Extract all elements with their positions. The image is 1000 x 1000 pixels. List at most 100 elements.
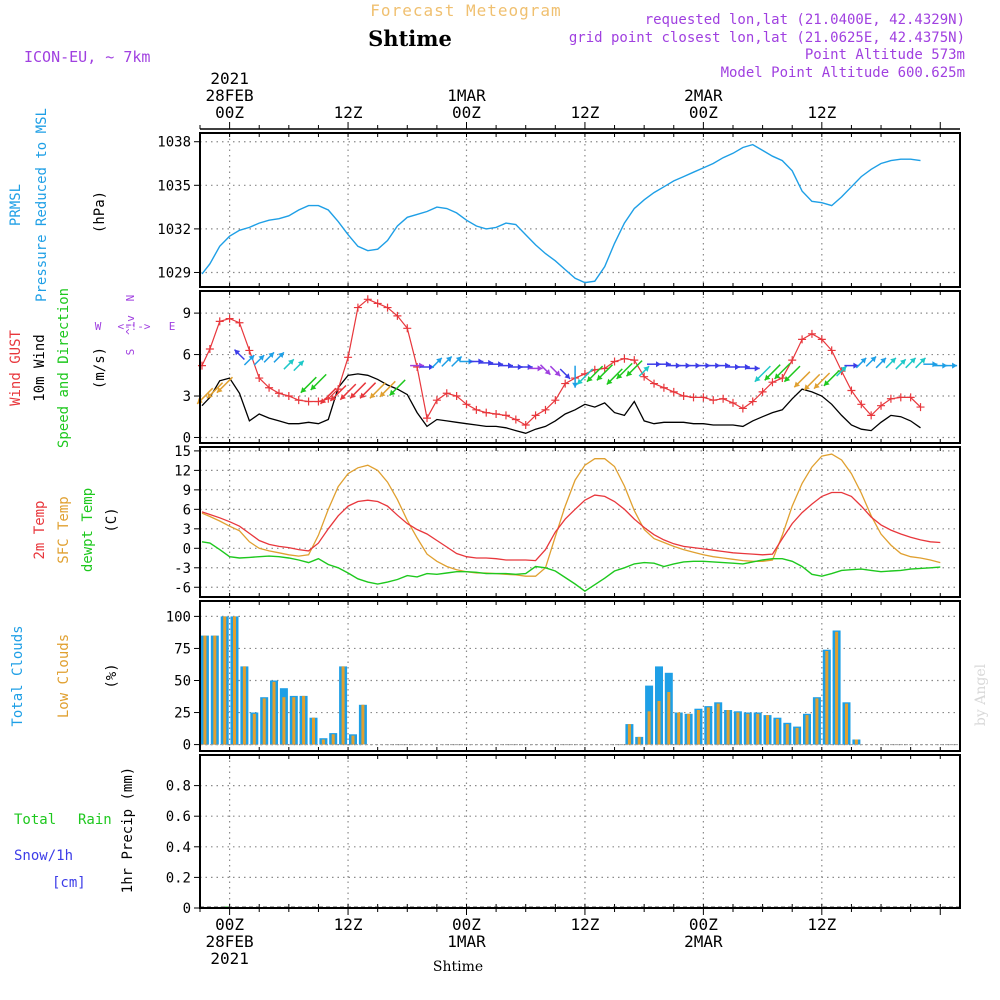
meteogram-title: Forecast Meteogram [370, 1, 561, 20]
wind-arrow-head [764, 374, 771, 381]
wind-arrow [875, 357, 887, 369]
temperature-ytick-label: 3 [183, 522, 191, 538]
wind-arrow [329, 384, 347, 402]
pressure-ytick-label: 1038 [157, 135, 191, 151]
wind-arrow [300, 376, 317, 394]
wind-arrow-head [754, 376, 761, 382]
gust-marker [699, 393, 708, 402]
gust-marker [225, 314, 234, 323]
gust-marker [344, 353, 353, 362]
wind-arrow [572, 365, 579, 388]
wind-arrow-head [300, 387, 307, 393]
gust-marker [650, 379, 659, 388]
gust-marker [462, 400, 471, 409]
low-cloud-bar [351, 735, 355, 745]
chart-panels: 10291032103510380369-6-30369121502550751… [157, 132, 961, 917]
low-cloud-bar [756, 713, 760, 745]
low-cloud-bar [736, 712, 740, 745]
gust-marker [452, 392, 461, 401]
wind-arrow [283, 358, 295, 370]
pressure-ytick-label: 1032 [157, 222, 191, 238]
wind-arrow [895, 358, 907, 370]
wind-arrow-head [340, 394, 346, 400]
low-cloud-bar [223, 616, 227, 745]
wind-arrow [441, 355, 453, 367]
low-cloud-bar [272, 681, 276, 745]
temperature-ytick-label: 12 [174, 463, 191, 479]
wind-label-gust: Wind GUST [8, 330, 24, 406]
top-axis-label: 12Z [334, 103, 363, 122]
wind-arrow [616, 362, 633, 380]
pressure-ylabels: PRMSL Pressure Reduced to MSL (hPa) [8, 108, 108, 302]
temperature-frame [199, 446, 961, 598]
gust-marker [205, 345, 214, 354]
gust-marker [896, 393, 905, 402]
gust-marker [827, 346, 836, 355]
wind-arrow-head [544, 369, 551, 375]
wind-arrow-head [248, 355, 255, 361]
gust-marker [373, 299, 382, 308]
wind-arrow-head [774, 373, 781, 379]
low-cloud-bar [647, 711, 651, 745]
wind-arrow-head [298, 360, 304, 367]
precip-ytick-label: 0.8 [166, 779, 191, 795]
wind-arrow-head [258, 355, 265, 361]
clouds-ylabels: Total Clouds Low Clouds (%) [10, 625, 120, 726]
bottom-axis-label: 2MAR [684, 932, 723, 951]
wind-gust-line [201, 298, 921, 426]
low-cloud-bar [746, 713, 750, 745]
low-cloud-bar [815, 698, 819, 745]
compass-s: S [124, 349, 137, 356]
gust-marker [521, 421, 530, 430]
pressure-label-prmsl: PRMSL [8, 184, 24, 226]
wind-arrow [855, 357, 867, 369]
gust-marker [363, 295, 372, 304]
precip-frame [199, 754, 961, 909]
pressure-frame [199, 132, 961, 288]
low-cloud-bar [331, 734, 335, 745]
wind-arrow-head [587, 376, 593, 382]
pressure-line [201, 143, 921, 284]
low-cloud-bar [825, 651, 829, 745]
bottom-axis-label: 2021 [210, 949, 249, 968]
gust-marker [423, 414, 432, 423]
temp-2m-line [201, 491, 941, 562]
wind-arrow-head [804, 384, 810, 390]
wind-arrow-head [880, 357, 886, 364]
gust-marker [817, 335, 826, 344]
wind-arrow-head [369, 392, 376, 399]
low-cloud-bar [321, 739, 325, 745]
wind-ytick-label: 9 [183, 306, 191, 322]
gust-marker [561, 379, 570, 388]
top-axis-label: 28FEB [206, 86, 254, 105]
gust-marker [600, 364, 609, 373]
temperature-ylabels: 2m Temp SFC Temp dewpt Temp (C) [32, 488, 120, 572]
gust-marker [620, 354, 629, 363]
low-cloud-bar [657, 701, 661, 745]
wind-arrow [823, 369, 841, 387]
wind-arrow [389, 379, 406, 397]
clouds-frame [199, 600, 961, 752]
gust-marker [472, 405, 481, 414]
wind-arrow [754, 365, 771, 383]
precip-ytick-label: 0.2 [166, 870, 191, 886]
gust-marker [442, 389, 451, 398]
wind-arrow [243, 354, 255, 366]
wind-arrow [586, 365, 604, 383]
bottom-axis-label: 1MAR [447, 932, 486, 951]
wind-arrow-head [379, 391, 386, 397]
wind-arrow-head [860, 357, 867, 364]
wind-ytick-label: 0 [183, 430, 191, 446]
wind-arrow-head [288, 359, 294, 365]
wind-arrow [293, 360, 305, 372]
wind-arrow [528, 365, 543, 372]
wind-arrow [216, 376, 234, 394]
temp-label-2m: 2m Temp [32, 500, 48, 559]
low-cloud-bar [361, 704, 365, 745]
wind-arrow-head [310, 384, 317, 390]
gust-marker [353, 303, 362, 312]
wind-arrow-head [429, 364, 434, 370]
clouds-ytick-label: 25 [174, 706, 191, 722]
